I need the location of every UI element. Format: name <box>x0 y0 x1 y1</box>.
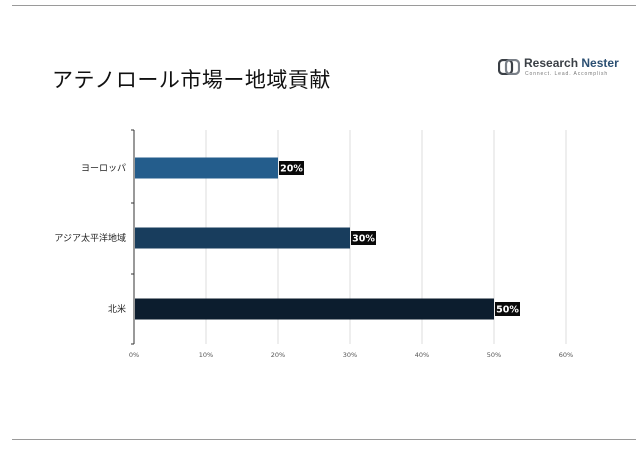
logo-mark-icon <box>498 59 520 75</box>
top-divider <box>12 5 636 6</box>
page-title: アテノロール市場ー地域貢献 <box>52 68 331 92</box>
x-tick-label: 60% <box>559 351 573 359</box>
logo-name: Research Nester <box>524 56 619 70</box>
x-tick-label: 40% <box>415 351 429 359</box>
logo-tagline: Connect. Lead. Accomplish <box>525 71 609 77</box>
x-tick-label: 50% <box>487 351 501 359</box>
data-label-bg <box>351 231 376 245</box>
bar <box>135 298 494 320</box>
bottom-divider <box>12 439 636 440</box>
category-label: ヨーロッパ <box>81 163 126 174</box>
data-label-bg <box>279 161 304 175</box>
category-label: アジア太平洋地域 <box>54 232 126 244</box>
bar <box>135 157 278 179</box>
data-label: 50% <box>496 305 519 316</box>
data-label: 30% <box>352 234 375 245</box>
x-tick-label: 30% <box>343 351 357 359</box>
logo-name-part1: Research <box>524 56 579 70</box>
x-tick-label: 10% <box>199 351 213 359</box>
category-label: 北米 <box>108 303 126 315</box>
bar <box>135 227 350 249</box>
data-label-bg <box>495 302 520 316</box>
x-tick-label: 20% <box>271 351 285 359</box>
logo-name-part2: Nester <box>581 56 619 70</box>
research-nester-logo: Research Nester Connect. Lead. Accomplis… <box>498 56 619 82</box>
x-tick-label: 0% <box>129 351 139 359</box>
data-label: 20% <box>280 164 303 175</box>
